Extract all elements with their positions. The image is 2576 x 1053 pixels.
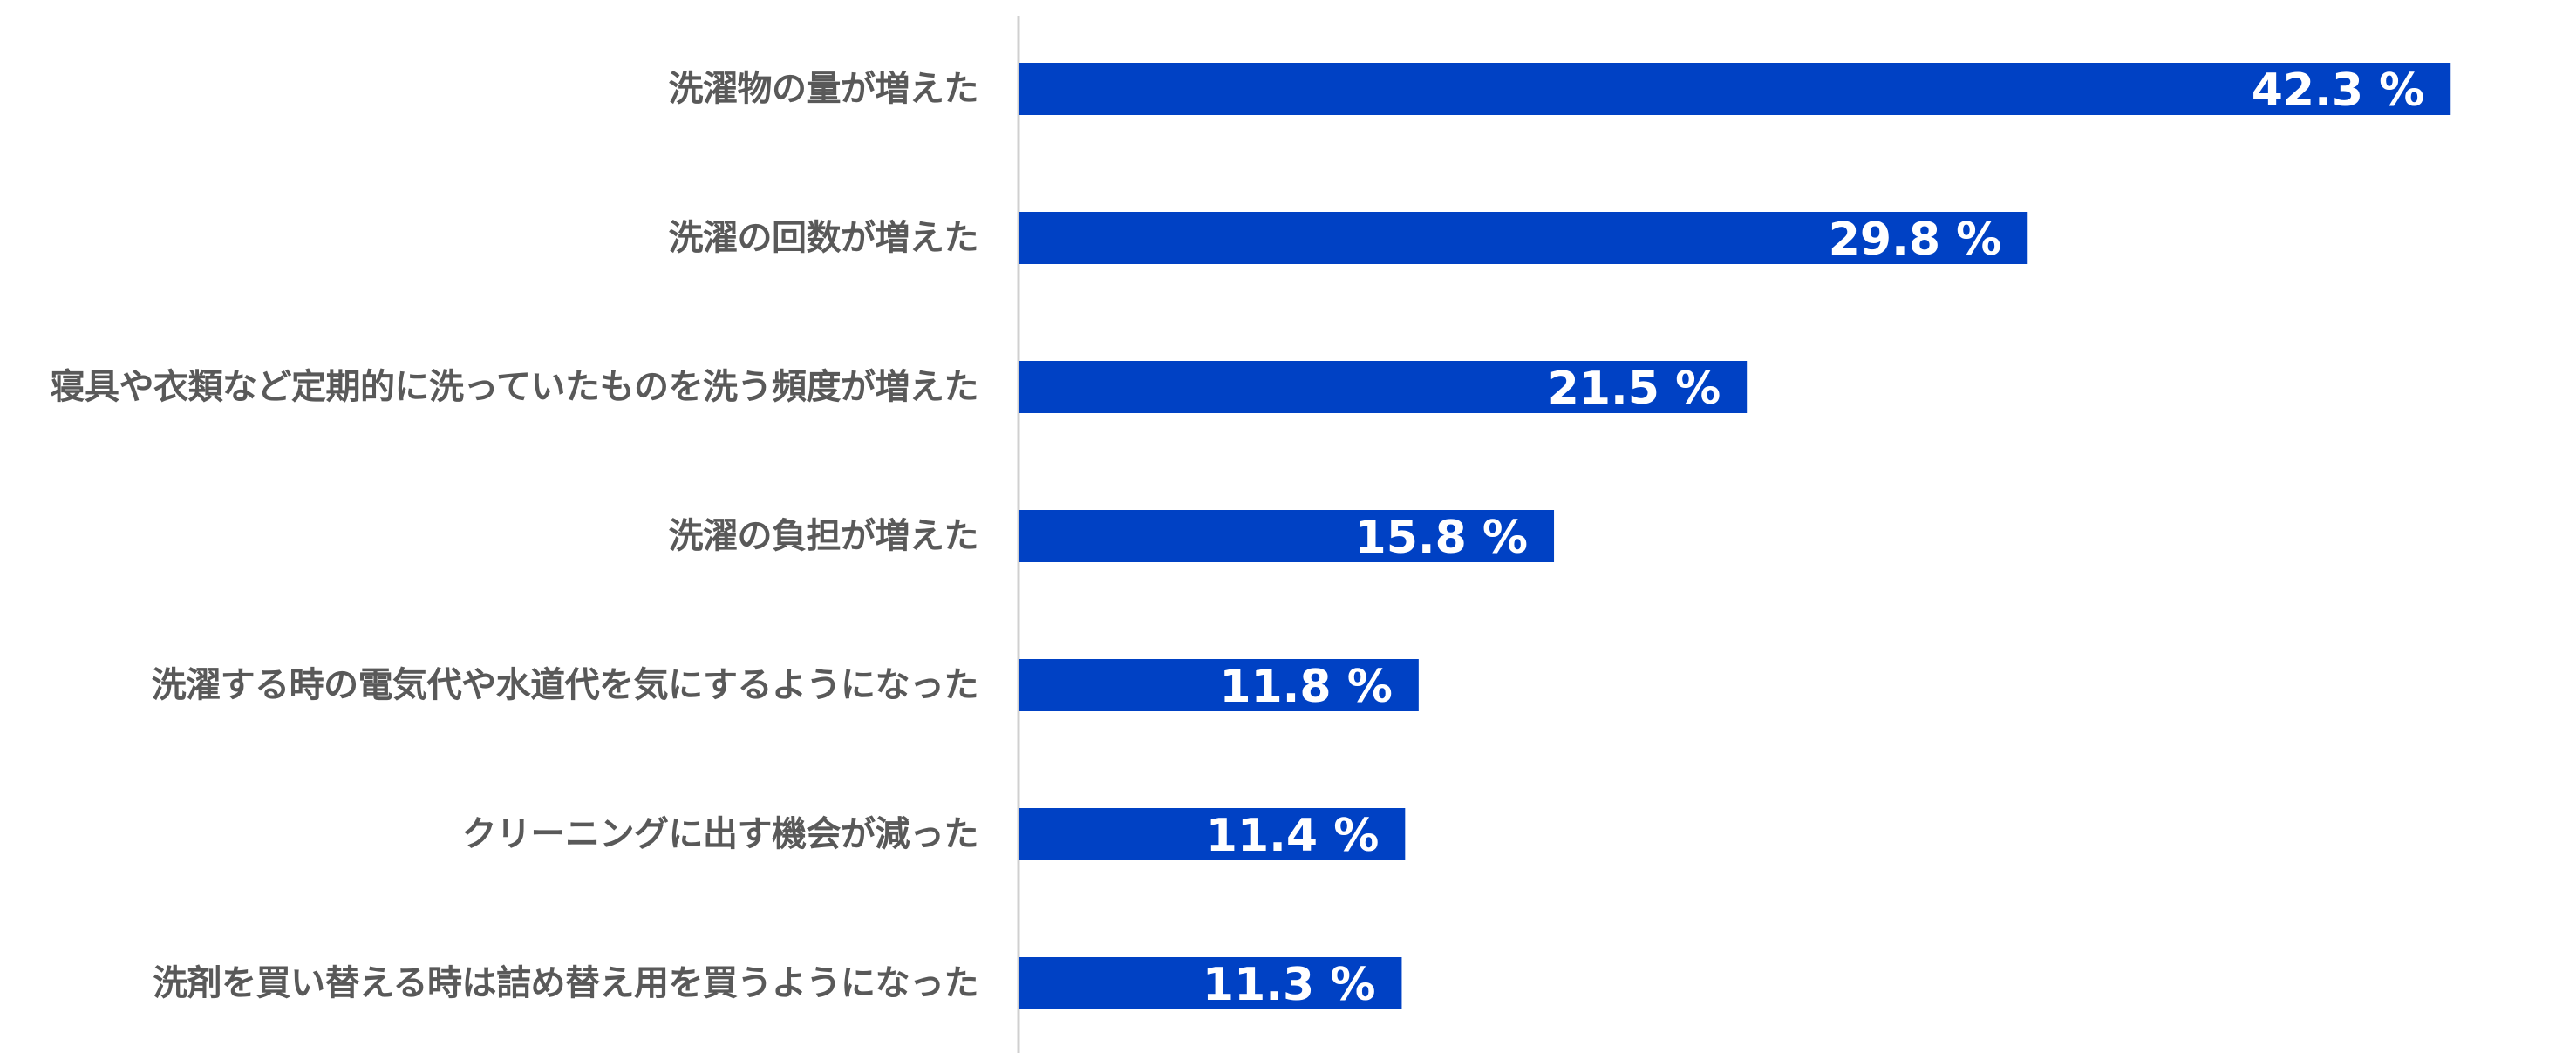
category-label-7: 洗剤を買い替える時は詰め替え用を買うようになった: [153, 963, 978, 1003]
category-label-6: クリーニングに出す機会が減った: [461, 814, 979, 854]
bar-3: [1019, 361, 1748, 413]
category-label-4: 洗濯の負担が増えた: [668, 516, 979, 556]
bar-1: [1019, 63, 2451, 115]
data-label-2: 29.8 %: [1829, 214, 2002, 266]
data-label-4: 15.8 %: [1355, 512, 1529, 564]
data-label-1: 42.3 %: [2252, 65, 2425, 117]
category-label-3: 寝具や衣類など定期的に洗っていたものを洗う頻度が増えた: [50, 367, 979, 407]
category-label-5: 洗濯する時の電気代や水道代を気にするようになった: [151, 665, 979, 705]
data-label-5: 11.8 %: [1219, 661, 1393, 713]
bar-5: [1019, 659, 1419, 711]
bar-2: [1019, 212, 2028, 264]
bar-7: [1019, 957, 1402, 1009]
data-label-7: 11.3 %: [1203, 959, 1376, 1011]
category-label-2: 洗濯の回数が増えた: [668, 218, 979, 258]
bar-4: [1019, 510, 1555, 562]
category-labels: 洗濯物の量が増えた 洗濯の回数が増えた寝具や衣類など定期的に洗っていたものを洗う頻…: [0, 0, 984, 1053]
category-label-1: 洗濯物の量が増えた: [668, 69, 979, 109]
bar-6: [1019, 808, 1406, 860]
data-label-6: 11.4 %: [1206, 810, 1380, 862]
data-label-3: 21.5 %: [1548, 363, 1721, 415]
